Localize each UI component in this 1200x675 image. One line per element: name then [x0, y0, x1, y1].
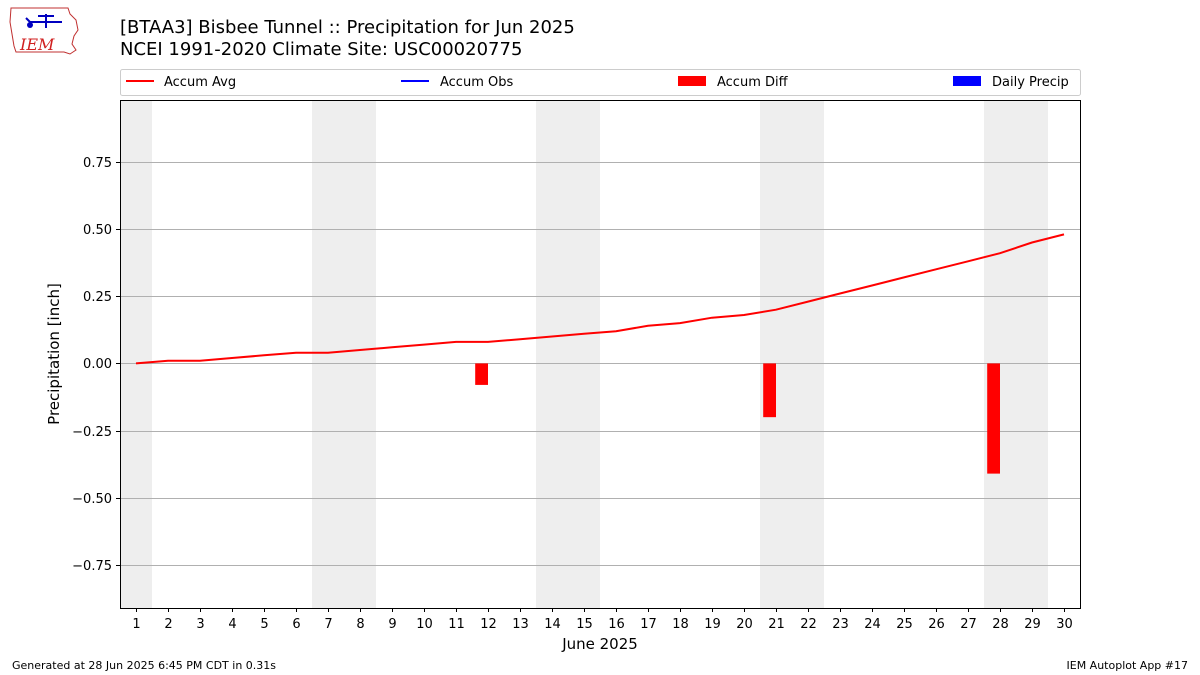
x-tick-label: 13	[512, 617, 529, 632]
x-tick-label: 3	[196, 617, 204, 632]
y-tick-label: −0.75	[72, 559, 112, 574]
chart-title: [BTAA3] Bisbee Tunnel :: Precipitation f…	[120, 17, 575, 38]
x-tick-label: 1	[132, 617, 140, 632]
grid-lines	[120, 162, 1080, 566]
x-tick-label: 29	[1024, 617, 1041, 632]
iem-logo: IEM	[9, 7, 79, 55]
x-tick-label: 19	[704, 617, 721, 632]
y-tick-label: 0.50	[83, 223, 112, 238]
legend-daily-precip-swatch	[953, 76, 981, 86]
y-axis-ticks: −0.75 −0.50 −0.25 0.00 0.25 0.50 0.75	[72, 156, 120, 574]
weekend-shade-band	[120, 100, 152, 608]
accum-diff-bars	[475, 363, 1000, 474]
y-tick-label: −0.25	[72, 425, 112, 440]
x-tick-label: 17	[640, 617, 657, 632]
legend-accum-avg-label: Accum Avg	[164, 75, 236, 90]
weather-station-icon	[25, 14, 62, 28]
x-tick-label: 27	[960, 617, 977, 632]
y-tick-label: −0.50	[72, 492, 112, 507]
x-axis-ticks: 1 2 3 4 5 6 7 8 9 10 11 12 13 14 15 16 17 18 19 20 21 22 23 24 2…	[132, 608, 1073, 632]
chart-subtitle: NCEI 1991-2020 Climate Site: USC00020775	[120, 39, 523, 60]
weekend-shade-band	[760, 100, 824, 608]
x-tick-label: 11	[448, 617, 465, 632]
x-tick-label: 25	[896, 617, 913, 632]
weekend-shade-band	[984, 100, 1048, 608]
legend-daily-precip-label: Daily Precip	[992, 75, 1069, 90]
legend-accum-obs-label: Accum Obs	[440, 75, 513, 90]
accum-diff-bar	[763, 363, 776, 418]
logo-text: IEM	[19, 35, 55, 54]
y-tick-label: 0.75	[83, 156, 112, 171]
weekend-shading	[120, 100, 1048, 608]
x-tick-label: 2	[164, 617, 172, 632]
y-tick-label: 0.00	[83, 357, 112, 372]
x-tick-label: 16	[608, 617, 625, 632]
x-tick-label: 21	[768, 617, 785, 632]
x-tick-label: 4	[228, 617, 236, 632]
legend-frame	[120, 69, 1081, 96]
x-tick-label: 30	[1056, 617, 1073, 632]
x-tick-label: 22	[800, 617, 817, 632]
x-tick-label: 23	[832, 617, 849, 632]
x-tick-label: 5	[260, 617, 268, 632]
legend: Accum Avg Accum Obs Accum Diff Daily Pre…	[120, 69, 1081, 96]
x-tick-label: 26	[928, 617, 945, 632]
x-tick-label: 12	[480, 617, 497, 632]
weekend-shade-band	[536, 100, 600, 608]
x-tick-label: 20	[736, 617, 753, 632]
x-tick-label: 24	[864, 617, 881, 632]
legend-accum-diff-label: Accum Diff	[717, 75, 789, 90]
y-tick-label: 0.25	[83, 290, 112, 305]
x-tick-label: 10	[416, 617, 433, 632]
iowa-outline-icon	[9, 7, 79, 55]
x-tick-label: 7	[324, 617, 332, 632]
x-tick-label: 18	[672, 617, 689, 632]
x-tick-label: 9	[388, 617, 396, 632]
accum-diff-bar	[987, 363, 1000, 474]
accum-avg-series-line	[135, 233, 1065, 365]
station-dot-icon	[27, 22, 33, 28]
app-label: IEM Autoplot App #17	[1066, 659, 1189, 672]
x-tick-label: 6	[292, 617, 300, 632]
accum-avg-line	[135, 233, 1065, 365]
x-tick-label: 14	[544, 617, 561, 632]
x-tick-label: 8	[356, 617, 364, 632]
generated-timestamp: Generated at 28 Jun 2025 6:45 PM CDT in …	[12, 659, 277, 672]
accum-diff-bar	[475, 363, 488, 385]
plot-frame	[120, 100, 1081, 609]
legend-accum-diff-swatch	[678, 76, 706, 86]
x-tick-label: 15	[576, 617, 593, 632]
y-axis-label: Precipitation [inch]	[45, 283, 63, 425]
weekend-shade-band	[312, 100, 376, 608]
x-tick-label: 28	[992, 617, 1009, 632]
x-axis-label: June 2025	[561, 635, 638, 653]
